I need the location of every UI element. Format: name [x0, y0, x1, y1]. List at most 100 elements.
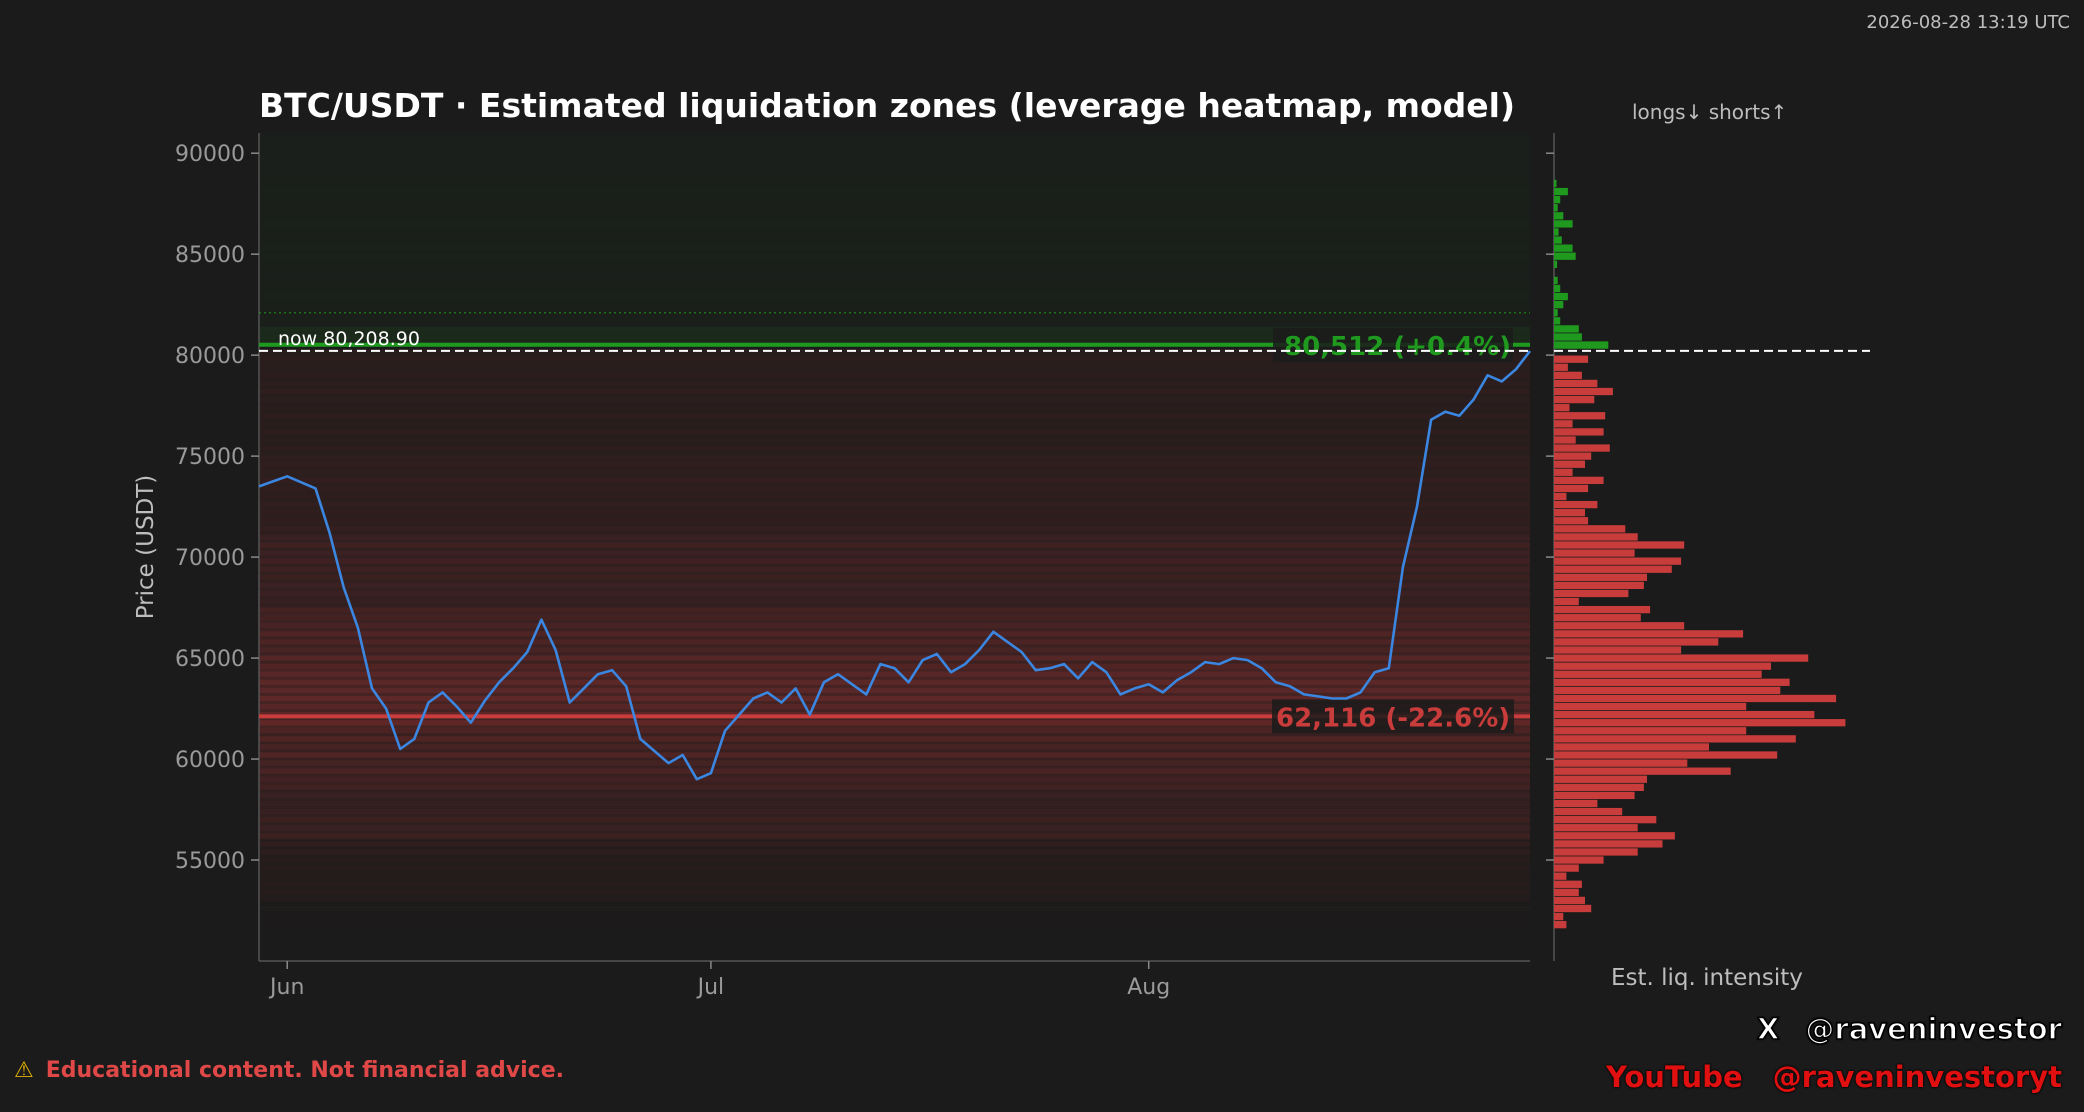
heat-stripe-14	[259, 302, 1530, 307]
y-tick-label-70000: 70000	[175, 546, 245, 571]
side-bar-85	[1554, 880, 1582, 888]
heat-stripe-6	[259, 229, 1530, 234]
x-handle: @raveninvestor	[1805, 1011, 2063, 1047]
heat-stripe-9	[259, 254, 1530, 259]
side-bar-80	[1554, 840, 1663, 848]
heat-stripe-29	[259, 429, 1530, 434]
heat-band-8	[259, 789, 1530, 840]
side-bar-88	[1554, 904, 1592, 913]
heat-stripe-54	[259, 631, 1530, 637]
heat-stripe-23	[259, 381, 1530, 386]
heat-stripe-89	[259, 914, 1530, 919]
main-axes: 55000 60000 65000 70000 75000 80000 85000 90000…	[133, 133, 1530, 1000]
side-bar-83	[1554, 864, 1579, 872]
heat-stripe-66	[259, 728, 1530, 734]
heat-stripe-82	[259, 857, 1530, 862]
side-panel-title: longs↓ shorts↑	[1632, 100, 1788, 124]
side-bar-41	[1554, 525, 1626, 533]
side-bar-56	[1554, 646, 1682, 654]
side-bar-34	[1554, 468, 1573, 476]
social-x[interactable]: X @raveninvestor	[1756, 1011, 2063, 1047]
side-bar-59	[1554, 670, 1762, 678]
heat-stripe-34	[259, 470, 1530, 475]
side-bar-35	[1554, 476, 1604, 485]
side-bar-18	[1554, 333, 1582, 341]
side-bar-45	[1554, 557, 1682, 565]
side-bar-25	[1554, 395, 1595, 404]
side-bar-5	[1554, 220, 1573, 228]
y-tick-label-55000: 55000	[175, 849, 245, 874]
current-price-label: now 80,208.90	[278, 328, 420, 350]
chart-title: BTC/USDT · Estimated liquidation zones (…	[259, 86, 1516, 125]
heat-stripe-83	[259, 865, 1530, 870]
price-line	[258, 350, 1532, 781]
side-bar-81	[1554, 848, 1638, 856]
side-bar-68	[1554, 743, 1709, 751]
heat-stripe-36	[259, 486, 1530, 491]
side-bar-42	[1554, 533, 1638, 541]
heat-stripe-45	[259, 558, 1530, 564]
side-bar-28	[1554, 420, 1573, 428]
side-bar-82	[1554, 856, 1604, 864]
heat-stripe-13	[259, 294, 1530, 299]
short-level-label-bg	[1273, 327, 1513, 362]
side-bar-10	[1554, 260, 1558, 268]
side-bar-20	[1554, 355, 1589, 363]
side-bar-32	[1554, 452, 1592, 460]
heat-stripe-16	[259, 318, 1530, 323]
side-bar-36	[1554, 484, 1589, 493]
heat-stripe-7	[259, 237, 1530, 242]
side-bar-53	[1554, 622, 1685, 630]
heat-stripe-51	[259, 606, 1530, 613]
heat-band-4	[259, 536, 1530, 608]
side-bar-44	[1554, 549, 1635, 557]
side-bar-64	[1554, 710, 1815, 719]
heat-stripe-57	[259, 655, 1530, 661]
heat-stripe-50	[259, 599, 1530, 604]
heat-stripe-47	[259, 574, 1530, 580]
side-bar-2	[1554, 196, 1561, 204]
x-tick-label-Jul: Jul	[696, 975, 725, 1000]
side-bar-60	[1554, 678, 1790, 686]
disclaimer: ⚠ Educational content. Not financial advi…	[14, 1058, 564, 1083]
heat-stripe-70	[259, 760, 1530, 766]
side-bar-46	[1554, 565, 1672, 573]
side-bar-8	[1554, 244, 1573, 252]
heat-stripe-65	[259, 720, 1530, 726]
heat-stripe-4	[259, 213, 1530, 218]
side-bar-47	[1554, 573, 1647, 581]
y-axis-label: Price (USDT)	[133, 475, 159, 620]
side-bar-84	[1554, 872, 1567, 880]
side-bar-58	[1554, 662, 1771, 670]
side-bar-23	[1554, 379, 1598, 388]
side-bar-16	[1554, 317, 1561, 325]
heat-stripe-11	[259, 278, 1530, 283]
heat-stripe-3	[259, 205, 1530, 210]
social-youtube[interactable]: YouTube @raveninvestoryt	[1606, 1060, 2062, 1094]
side-bar-14	[1554, 301, 1564, 309]
side-bar-22	[1554, 371, 1582, 380]
side-bar-24	[1554, 387, 1613, 396]
heat-stripe-28	[259, 421, 1530, 426]
x-tick-label-Aug: Aug	[1127, 975, 1170, 1000]
side-bar-72	[1554, 775, 1647, 783]
long-level-label-bg	[1272, 699, 1514, 734]
side-bar-0	[1554, 179, 1557, 188]
heat-stripe-5	[259, 221, 1530, 226]
side-bar-33	[1554, 460, 1585, 468]
side-bar-9	[1554, 252, 1576, 260]
y-tick-label-85000: 85000	[175, 243, 245, 268]
side-bar-3	[1554, 204, 1558, 212]
heat-stripe-90	[259, 922, 1530, 927]
heat-band-5	[259, 607, 1530, 669]
side-bar-48	[1554, 581, 1644, 590]
y-tick-label-65000: 65000	[175, 647, 245, 672]
side-bar-7	[1554, 236, 1562, 244]
heat-stripe-71	[259, 768, 1530, 774]
heat-stripe-41	[259, 526, 1530, 532]
heat-stripe-80	[259, 841, 1530, 847]
long-level-label: 62,116 (-22.6%)	[1276, 703, 1510, 733]
side-bar-31	[1554, 444, 1610, 452]
heat-stripe-68	[259, 744, 1530, 750]
